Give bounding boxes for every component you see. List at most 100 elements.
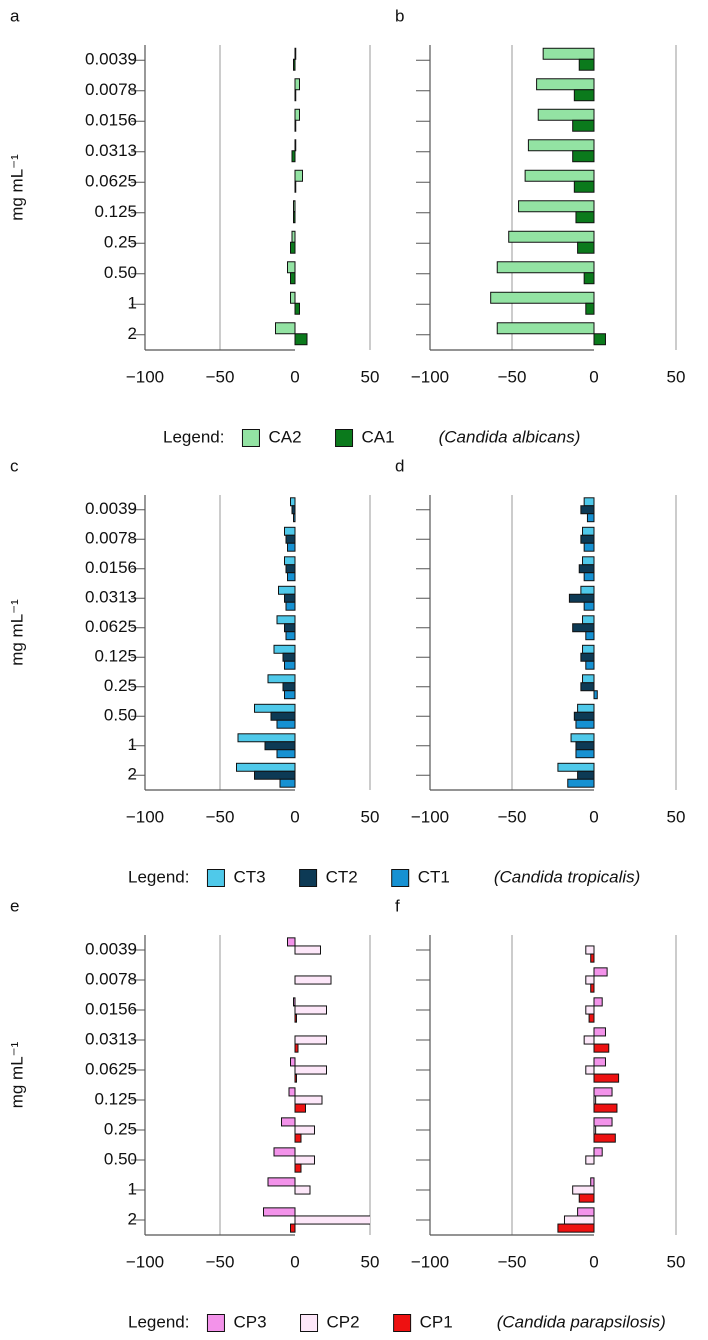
bar	[294, 1095, 323, 1105]
legend-swatch	[206, 869, 225, 887]
panel-label: b	[395, 6, 404, 25]
y-tick-label: 0.0078	[85, 969, 137, 988]
y-tick-label: 2	[128, 765, 137, 784]
bar	[585, 660, 595, 670]
bar	[290, 1057, 296, 1067]
y-tick-label: 0.0039	[85, 499, 137, 518]
y-tick-label: 0.0313	[85, 588, 137, 607]
bar	[281, 1117, 296, 1127]
bar	[294, 302, 300, 315]
y-tick-label: 0.50	[104, 706, 137, 725]
y-tick-label: 0.0039	[85, 50, 137, 69]
panel-label: a	[10, 6, 20, 25]
bar	[294, 1013, 297, 1023]
bar	[291, 230, 296, 243]
bar	[276, 719, 296, 729]
bar	[267, 674, 296, 684]
bar	[294, 1155, 315, 1165]
legend-swatch	[206, 1314, 225, 1332]
x-tick-label: −50	[498, 807, 527, 826]
bars	[263, 937, 370, 1233]
y-tick-label: 0.0313	[85, 141, 137, 160]
legend-label: CP3	[233, 1312, 266, 1331]
bar	[536, 78, 595, 91]
bar	[580, 682, 595, 692]
x-tick-label: 50	[361, 1252, 380, 1271]
bar	[593, 1087, 613, 1097]
x-tick-label: −50	[498, 1252, 527, 1271]
bar	[294, 1215, 370, 1225]
y-tick-label: 0.25	[104, 1119, 137, 1138]
bar	[568, 593, 595, 603]
bar	[291, 505, 296, 515]
bar	[567, 778, 595, 788]
bar	[593, 1125, 597, 1135]
panel-label: f	[395, 896, 400, 915]
bar	[590, 1177, 595, 1187]
bar	[279, 778, 296, 788]
x-tick-label: −100	[411, 1252, 449, 1271]
bar	[593, 1057, 606, 1067]
y-tick-label: 0.0625	[85, 172, 137, 191]
bar	[270, 711, 296, 721]
bar	[575, 719, 595, 729]
y-tick-label: 0.0156	[85, 111, 137, 130]
bar	[593, 1133, 616, 1143]
bar	[593, 967, 608, 977]
x-tick-label: −100	[126, 367, 164, 386]
y-tick-label: 0.0625	[85, 617, 137, 636]
bar	[557, 1223, 595, 1233]
bar	[583, 272, 595, 285]
bar	[573, 711, 595, 721]
bar	[278, 585, 296, 595]
bar	[577, 1207, 595, 1217]
bar	[273, 1147, 296, 1157]
bar	[527, 139, 595, 152]
y-tick-label: 0.0625	[85, 1059, 137, 1078]
bar	[285, 601, 296, 611]
bar	[275, 322, 296, 335]
x-tick-label: 0	[589, 1252, 598, 1271]
y-tick-label: 0.0039	[85, 939, 137, 958]
bar	[288, 1087, 296, 1097]
bar	[294, 89, 297, 102]
bar	[583, 572, 595, 582]
bar	[294, 1005, 327, 1015]
y-tick-label: 1	[128, 294, 137, 313]
x-tick-label: −50	[206, 807, 235, 826]
bars	[490, 47, 606, 346]
bar	[593, 690, 598, 700]
bar	[294, 1163, 302, 1173]
bar	[284, 690, 296, 700]
legend-title: Legend:	[163, 427, 224, 446]
y-axis-label: mg mL⁻¹	[7, 154, 26, 221]
bar	[586, 513, 595, 523]
legend-swatch	[299, 869, 318, 887]
legend-label: CP2	[327, 1312, 360, 1331]
y-tick-label: 2	[128, 324, 137, 343]
legend-swatch	[335, 429, 354, 447]
bar	[290, 291, 296, 304]
bar	[557, 762, 595, 772]
bar	[572, 150, 595, 163]
bar	[570, 733, 595, 743]
bar	[293, 513, 296, 523]
bar	[284, 660, 296, 670]
bar	[585, 302, 595, 315]
bar	[518, 200, 595, 213]
legend-swatch	[241, 429, 260, 447]
bar	[590, 983, 595, 993]
y-tick-label: 1	[128, 1179, 137, 1198]
bars	[557, 497, 598, 788]
bar	[294, 1035, 327, 1045]
bar	[590, 953, 595, 963]
bar	[593, 997, 603, 1007]
bar	[572, 119, 595, 132]
x-tick-label: −100	[411, 807, 449, 826]
bar	[593, 1095, 597, 1105]
bar	[291, 150, 296, 163]
bar	[293, 58, 296, 71]
y-tick-label: 0.0156	[85, 999, 137, 1018]
bar	[593, 1147, 603, 1157]
